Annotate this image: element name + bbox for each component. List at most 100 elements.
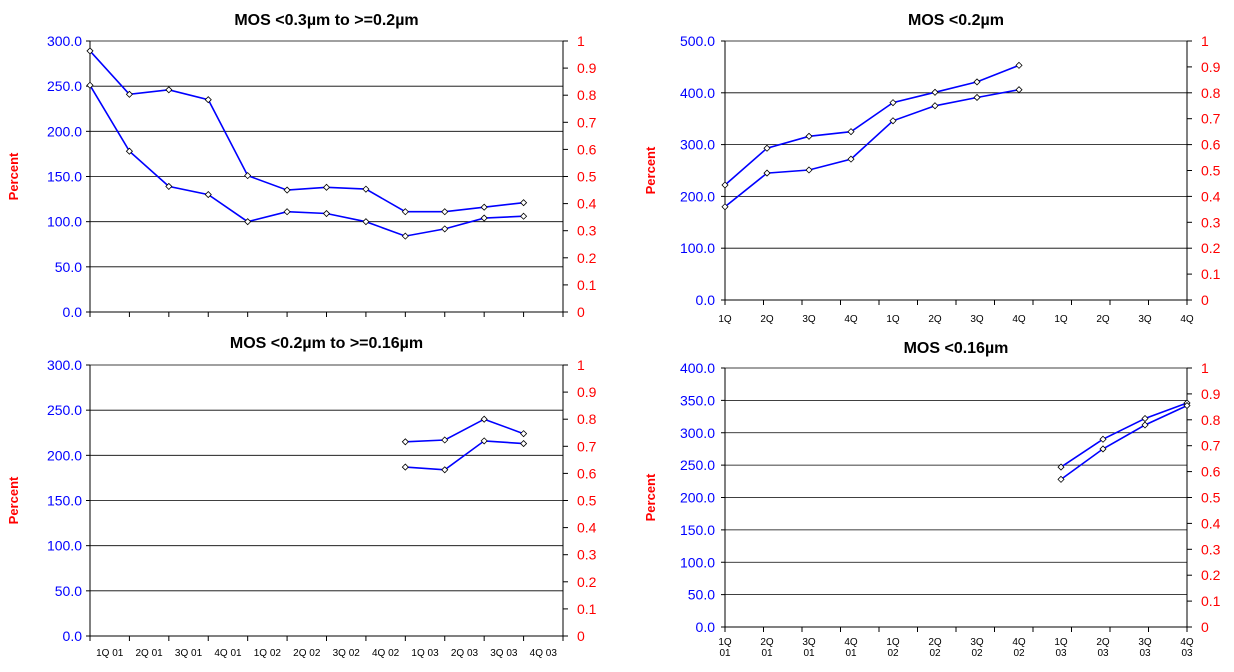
x-tick-label: 1Q — [718, 637, 732, 648]
x-tick-label-line2: 03 — [1139, 648, 1151, 659]
y2-tick-label: 0.7 — [1201, 438, 1221, 454]
data-point-marker — [480, 203, 488, 211]
y-tick-label: 100.0 — [47, 214, 82, 230]
x-tick-label: 4Q — [1180, 314, 1194, 325]
x-tick-label: 4Q 03 — [530, 648, 558, 659]
x-tick-label: 2Q — [928, 637, 942, 648]
y-tick-label: 300.0 — [680, 137, 715, 153]
y-tick-label: 300.0 — [680, 425, 715, 441]
x-tick-label: 2Q — [760, 637, 774, 648]
y2-tick-label: 0 — [577, 304, 585, 320]
y-tick-label: 0.0 — [696, 619, 716, 635]
data-point-marker — [165, 86, 173, 94]
x-tick-label: 1Q — [1054, 314, 1068, 325]
y2-tick-label: 0.4 — [1201, 515, 1221, 531]
x-tick-label: 3Q — [802, 314, 816, 325]
y2-tick-label: 0.4 — [577, 196, 597, 212]
y2-tick-label: 0.9 — [577, 384, 597, 400]
series-line-2 — [724, 88, 1020, 208]
y2-tick-label: 0.6 — [577, 141, 597, 157]
data-point-marker — [1099, 435, 1107, 443]
data-point-marker — [244, 218, 252, 226]
data-point-marker — [244, 172, 252, 180]
data-point-marker — [520, 212, 528, 220]
x-tick-label-line2: 01 — [803, 648, 815, 659]
y2-tick-label: 1 — [577, 33, 585, 49]
x-tick-label: 4Q 02 — [372, 648, 400, 659]
data-point-marker — [362, 185, 370, 193]
y2-tick-label: 0.6 — [577, 465, 597, 481]
data-point-marker — [204, 96, 212, 104]
data-point-marker — [847, 155, 855, 163]
y2-tick-label: 1 — [1201, 360, 1209, 376]
x-tick-label: 2Q — [1096, 314, 1110, 325]
y-tick-label: 500.0 — [680, 33, 715, 49]
y-tick-label: 0.0 — [63, 628, 83, 644]
x-tick-label: 4Q — [1180, 637, 1194, 648]
data-point-marker — [441, 436, 449, 444]
y2-tick-label: 0 — [1201, 619, 1209, 635]
y2-tick-label: 0.9 — [577, 60, 597, 76]
x-tick-label: 3Q 01 — [175, 648, 203, 659]
y2-tick-label: 0.3 — [577, 547, 597, 563]
y2-tick-label: 0.4 — [1201, 188, 1221, 204]
data-point-marker — [721, 203, 729, 211]
x-tick-label: 1Q — [718, 314, 732, 325]
series-line-2 — [89, 84, 524, 237]
y2-tick-label: 0.7 — [577, 438, 597, 454]
data-point-marker — [480, 415, 488, 423]
y2-tick-label: 0.2 — [577, 574, 597, 590]
y-axis-title: Percent — [643, 473, 658, 521]
data-point-marker — [805, 132, 813, 140]
y2-tick-label: 0.5 — [577, 493, 597, 509]
y2-tick-label: 0.4 — [577, 520, 597, 536]
x-tick-label-line2: 03 — [1181, 648, 1193, 659]
data-point-marker — [441, 208, 449, 216]
x-tick-label: 3Q — [970, 637, 984, 648]
data-point-marker — [931, 88, 939, 96]
x-tick-label: 2Q 02 — [293, 648, 321, 659]
chart-title: MOS <0.3µm to >=0.2µm — [234, 12, 418, 29]
series-line-2 — [405, 440, 524, 471]
y2-tick-label: 0.8 — [577, 411, 597, 427]
y-tick-label: 50.0 — [688, 587, 715, 603]
data-point-marker — [721, 181, 729, 189]
y-tick-label: 150.0 — [680, 522, 715, 538]
data-point-marker — [973, 78, 981, 86]
y-tick-label: 250.0 — [47, 402, 82, 418]
data-point-marker — [322, 209, 331, 218]
y-tick-label: 50.0 — [55, 583, 82, 599]
y2-tick-label: 0.2 — [577, 250, 597, 266]
x-tick-label: 4Q — [844, 637, 858, 648]
y-tick-label: 0.0 — [696, 292, 716, 308]
x-tick-label: 2Q — [928, 314, 942, 325]
y2-tick-label: 0.7 — [1201, 111, 1221, 127]
data-point-marker — [889, 99, 897, 107]
y2-tick-label: 0.5 — [577, 169, 597, 185]
data-point-marker — [401, 463, 409, 471]
y2-tick-label: 0.6 — [1201, 464, 1221, 480]
data-point-marker — [1141, 414, 1149, 423]
data-point-marker — [322, 183, 331, 191]
x-tick-label: 1Q 02 — [254, 648, 282, 659]
data-point-marker — [520, 430, 528, 438]
x-tick-label: 2Q — [760, 314, 774, 325]
x-tick-label: 1Q 01 — [96, 648, 124, 659]
y2-tick-label: 0 — [1201, 292, 1209, 308]
y2-tick-label: 0 — [577, 628, 585, 644]
data-point-marker — [763, 169, 771, 177]
x-tick-label: 3Q — [1138, 314, 1152, 325]
y-tick-label: 100.0 — [47, 538, 82, 554]
data-point-marker — [1057, 463, 1065, 471]
data-point-marker — [847, 128, 855, 136]
data-point-marker — [1057, 475, 1065, 483]
y-tick-label: 100.0 — [680, 240, 715, 256]
data-point-marker — [931, 102, 939, 110]
x-tick-label-line2: 01 — [845, 648, 857, 659]
y2-tick-label: 0.5 — [1201, 163, 1221, 179]
y2-tick-label: 0.9 — [1201, 59, 1221, 75]
y2-tick-label: 1 — [1201, 33, 1209, 49]
data-point-marker — [86, 47, 94, 55]
x-tick-label-line2: 03 — [1097, 648, 1109, 659]
